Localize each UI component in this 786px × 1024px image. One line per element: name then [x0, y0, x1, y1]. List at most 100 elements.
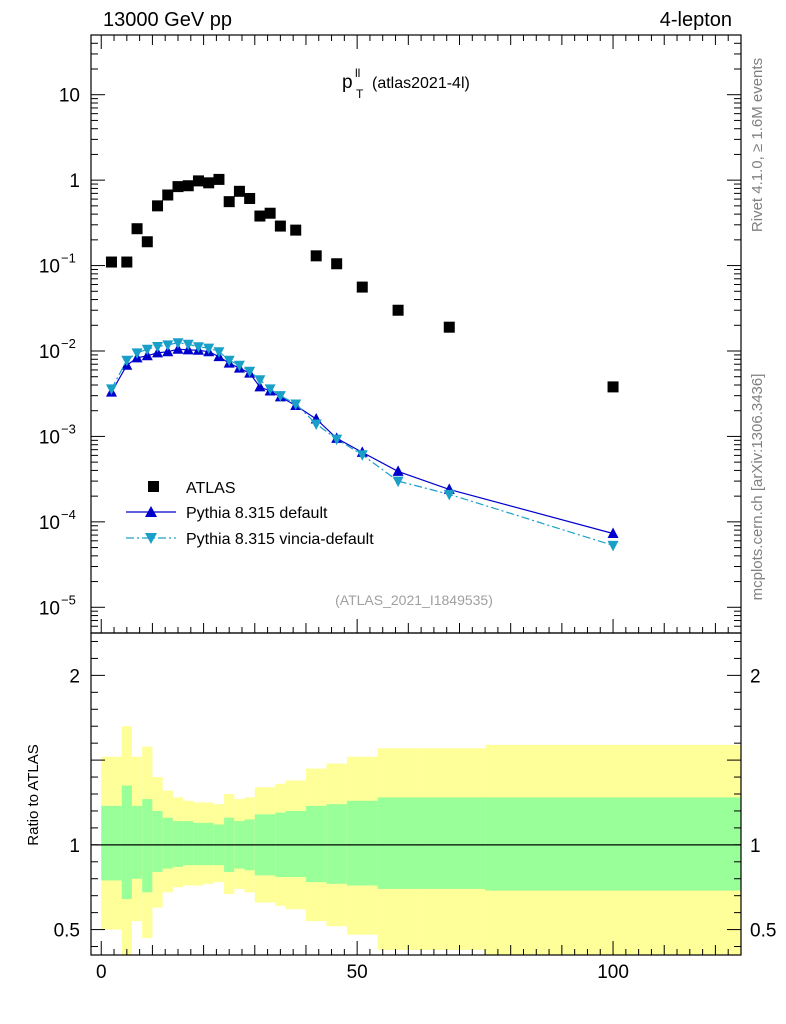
data-point-atlas-9	[203, 177, 215, 189]
plot-title-suffix: (atlas2021-4l)	[372, 75, 470, 92]
band-inner-19	[326, 804, 347, 884]
main-y-tick-label: 10	[39, 342, 60, 363]
ratio-axes: 0 50 100 2 2 1 1 0.5 0.5	[54, 632, 776, 983]
band-inner-7	[183, 821, 194, 866]
data-point-pythia-vincia-6	[172, 338, 184, 349]
band-inner-0	[101, 805, 122, 881]
data-point-atlas-3	[141, 236, 153, 248]
band-inner-5	[162, 817, 173, 869]
band-inner-2	[131, 805, 143, 879]
data-point-atlas-19	[331, 258, 343, 270]
data-point-atlas-6	[172, 181, 184, 193]
main-y-tick-exponent: −2	[61, 336, 76, 351]
plot-title-main: p	[342, 72, 353, 93]
data-point-atlas-16	[274, 220, 286, 232]
band-inner-1	[121, 785, 132, 900]
data-point-pythia-vincia-22	[443, 489, 455, 501]
data-point-pythia-vincia-15	[264, 384, 276, 395]
data-point-pythia-vincia-1	[121, 355, 133, 367]
data-point-atlas-1	[121, 256, 133, 268]
ratio-y-tick-label: 0.5	[54, 921, 80, 942]
data-point-pythia-vincia-14	[254, 375, 266, 386]
data-point-atlas-20	[356, 281, 368, 293]
data-point-pythia-vincia-12	[233, 360, 245, 372]
ratio-y-axis-label: Ratio to ATLAS	[25, 744, 42, 845]
data-point-pythia-vincia-7	[182, 339, 194, 351]
band-inner-20	[346, 800, 378, 886]
band-inner-8	[193, 822, 204, 866]
data-point-pythia-vincia-0	[105, 384, 117, 395]
main-y-tick-label: 10	[39, 427, 60, 448]
legend: ATLAS Pythia 8.315 default Pythia 8.315 …	[126, 480, 374, 548]
main-y-tick-exponent: −3	[61, 421, 76, 436]
main-y-tick-label: 10	[39, 598, 60, 619]
data-point-pythia-vincia-2	[131, 348, 143, 359]
data-point-pythia-default-23	[607, 527, 619, 539]
data-point-pythia-vincia-3	[141, 344, 153, 356]
data-point-pythia-vincia-20	[356, 450, 368, 461]
data-point-atlas-13	[244, 192, 256, 204]
data-point-atlas-5	[162, 189, 174, 201]
data-point-pythia-vincia-18	[310, 419, 322, 430]
band-inner-6	[172, 821, 184, 867]
ratio-y-tick-label: 2	[69, 666, 80, 687]
data-point-atlas-4	[152, 200, 164, 212]
legend-marker-pythia-vincia	[145, 533, 157, 544]
data-point-pythia-vincia-13	[244, 366, 256, 378]
band-inner-3	[142, 799, 153, 893]
data-point-pythia-vincia-4	[152, 341, 164, 353]
data-point-pythia-default-14	[254, 380, 266, 392]
ratio-plot-area	[91, 726, 741, 955]
data-point-atlas-12	[233, 185, 245, 197]
main-y-tick-label: 1	[69, 171, 80, 192]
main-series-layer	[105, 173, 619, 552]
data-point-atlas-2	[131, 223, 143, 235]
band-inner-22	[418, 797, 486, 889]
plot-title: p	[342, 72, 353, 93]
band-inner-9	[203, 822, 214, 866]
ratio-x-tick-label: 0	[96, 962, 107, 983]
band-inner-23	[485, 797, 741, 891]
data-point-pythia-vincia-17	[290, 399, 302, 410]
data-point-pythia-default-5	[162, 345, 174, 357]
band-inner-4	[152, 810, 163, 872]
data-point-pythia-vincia-19	[331, 434, 343, 446]
main-y-tick-label: 10	[39, 513, 60, 534]
data-point-pythia-vincia-21	[392, 476, 404, 488]
band-inner-18	[305, 805, 327, 883]
data-point-atlas-7	[182, 180, 194, 192]
data-point-atlas-17	[290, 224, 302, 236]
main-y-tick-label: 10	[39, 257, 60, 278]
data-point-atlas-11	[223, 196, 235, 208]
plot-title-subscript: T	[356, 87, 364, 101]
data-point-atlas-21	[392, 304, 404, 316]
ratio-x-tick-label: 100	[597, 962, 629, 983]
data-point-atlas-23	[607, 381, 619, 393]
legend-marker-atlas	[148, 481, 159, 492]
data-point-pythia-vincia-16	[274, 391, 286, 402]
data-point-atlas-22	[443, 321, 455, 333]
data-point-pythia-vincia-23	[607, 540, 619, 552]
ratio-y-tick-label-right: 2	[750, 666, 761, 687]
data-point-pythia-vincia-10	[213, 347, 225, 358]
data-point-pythia-vincia-9	[203, 343, 215, 355]
ratio-x-tick-label: 50	[347, 962, 368, 983]
data-point-atlas-15	[264, 207, 276, 219]
data-point-pythia-vincia-8	[192, 342, 204, 353]
main-y-tick-label: 10	[59, 86, 80, 107]
band-inner-17	[285, 810, 306, 878]
data-point-atlas-14	[254, 210, 266, 222]
plot-title-superscript: ll	[355, 66, 360, 80]
ratio-y-tick-label-right: 0.5	[750, 921, 776, 942]
data-point-atlas-0	[105, 256, 117, 268]
main-y-tick-exponent: −5	[61, 592, 76, 607]
ratio-y-tick-label-right: 1	[750, 836, 761, 857]
main-y-tick-exponent: −4	[61, 507, 76, 522]
main-y-tick-exponent: −1	[61, 251, 76, 266]
energy-label: 13000 GeV pp	[103, 9, 232, 31]
data-point-atlas-18	[310, 250, 322, 262]
process-label: 4-lepton	[660, 9, 732, 31]
legend-label-atlas: ATLAS	[186, 480, 236, 497]
